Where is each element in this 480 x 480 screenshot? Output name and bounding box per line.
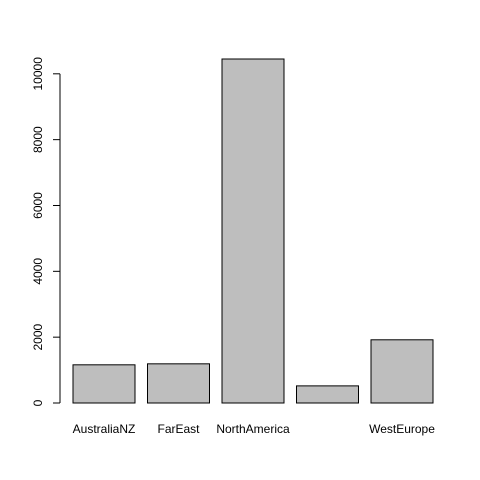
bar-westeurope: [370, 339, 434, 404]
y-tick-label: 8000: [31, 126, 45, 153]
bar-fareast: [147, 363, 210, 404]
category-label: AustraliaNZ: [73, 422, 136, 436]
y-tick-label: 2000: [31, 323, 45, 350]
x-axis-labels: AustraliaNZ FarEast NorthAmerica WestEurope: [73, 422, 436, 436]
bar-australianz: [72, 364, 136, 404]
y-tick-label: 0: [31, 399, 45, 406]
bar-unlabeled: [296, 385, 359, 404]
category-label: WestEurope: [369, 422, 435, 436]
y-tick-label: 6000: [31, 192, 45, 219]
bars-group: [72, 58, 434, 404]
bar-northamerica: [221, 58, 285, 404]
category-label: NorthAmerica: [216, 422, 290, 436]
y-axis: 0 2000 4000 6000 8000 10000: [31, 57, 61, 406]
y-tick-label: 10000: [31, 57, 45, 91]
y-tick-label: 4000: [31, 258, 45, 285]
category-label: FarEast: [157, 422, 200, 436]
